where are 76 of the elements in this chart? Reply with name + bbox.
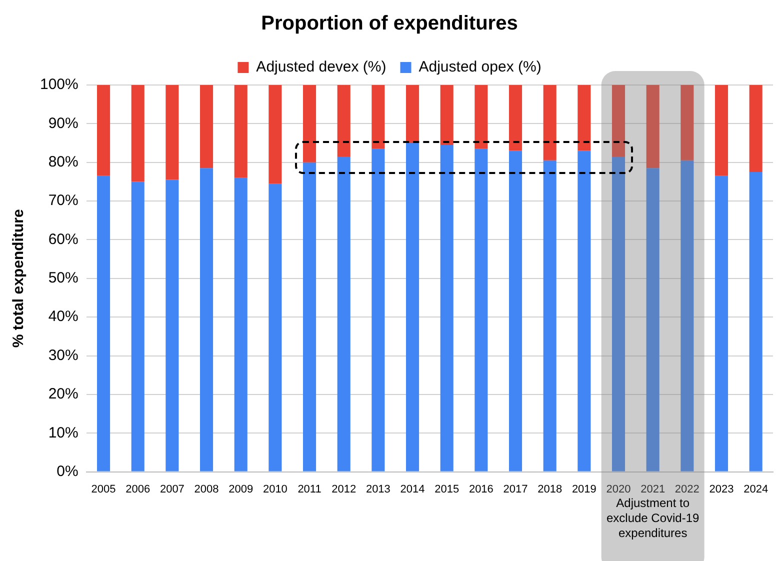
x-tick-label: 2023	[709, 483, 734, 496]
bar	[131, 85, 144, 182]
y-tick-label: 40%	[48, 308, 78, 326]
x-tick-label: 2015	[434, 483, 460, 496]
bar	[646, 168, 660, 472]
bar	[578, 85, 591, 151]
bar	[749, 85, 762, 172]
bar	[372, 148, 385, 472]
bar	[749, 172, 762, 472]
bar	[680, 160, 694, 472]
bar	[508, 85, 522, 151]
legend-label: Adjusted opex (%)	[418, 58, 542, 76]
x-tick-label: 2022	[674, 483, 700, 496]
bar	[543, 85, 556, 160]
x-tick-label: 2016	[468, 483, 494, 496]
bar	[714, 176, 728, 472]
y-tick-label: 50%	[48, 270, 78, 287]
x-tick-label: 2020	[606, 483, 631, 496]
bar	[440, 85, 454, 145]
bar	[612, 156, 626, 472]
x-tick-label: 2006	[126, 483, 150, 496]
bar	[474, 85, 488, 149]
bar	[474, 148, 488, 472]
bar	[303, 85, 316, 162]
y-axis-title: % total expenditure	[10, 209, 28, 348]
y-tick-label: 10%	[48, 424, 78, 442]
band-label: Adjustment to exclude Covid-19 expenditures	[606, 496, 700, 540]
bar	[578, 150, 591, 472]
x-tick-label: 2024	[744, 483, 768, 496]
x-tick-label: 2005	[91, 483, 116, 496]
bar	[97, 85, 110, 176]
bar	[166, 85, 179, 180]
x-tick-label: 2011	[298, 483, 322, 496]
bar	[131, 182, 144, 472]
bar	[200, 85, 214, 168]
x-tick-label: 2021	[640, 483, 666, 496]
y-tick-label: 100%	[40, 76, 78, 94]
bar	[234, 178, 248, 472]
bar	[406, 143, 420, 472]
x-tick-label: 2018	[538, 483, 562, 496]
bar	[714, 85, 728, 176]
x-tick-label: 2017	[503, 483, 528, 496]
bar	[303, 162, 316, 472]
bar	[234, 85, 248, 178]
y-tick-label: 80%	[48, 154, 78, 170]
bar	[97, 176, 110, 472]
bar	[337, 85, 350, 157]
x-tick-label: 2009	[228, 483, 254, 496]
bar	[440, 144, 454, 472]
bar	[612, 85, 626, 157]
y-tick-label: 30%	[48, 346, 78, 364]
x-tick-label: 2010	[262, 483, 288, 496]
bar	[372, 85, 385, 149]
bar	[680, 85, 694, 160]
legend-label: Adjusted devex (%)	[256, 58, 386, 76]
x-tick-label: 2013	[366, 483, 390, 496]
x-tick-label: 2012	[332, 483, 356, 496]
bar	[337, 156, 350, 472]
y-tick-label: 20%	[48, 386, 78, 403]
bar	[508, 150, 522, 472]
bar	[268, 184, 282, 472]
chart-title: Proportion of expenditures	[261, 12, 518, 35]
bar	[543, 160, 556, 472]
bar	[200, 168, 214, 472]
y-tick-label: 90%	[48, 114, 78, 132]
y-tick-label: 0%	[56, 462, 78, 480]
bar	[646, 85, 660, 168]
x-tick-label: 2007	[160, 483, 184, 496]
x-tick-label: 2008	[194, 483, 219, 496]
bar	[166, 180, 179, 472]
bar	[406, 85, 420, 144]
y-tick-label: 60%	[48, 230, 78, 248]
bar	[268, 85, 282, 184]
x-tick-label: 2019	[572, 483, 596, 496]
x-tick-label: 2014	[400, 483, 425, 496]
y-tick-label: 70%	[48, 192, 78, 210]
